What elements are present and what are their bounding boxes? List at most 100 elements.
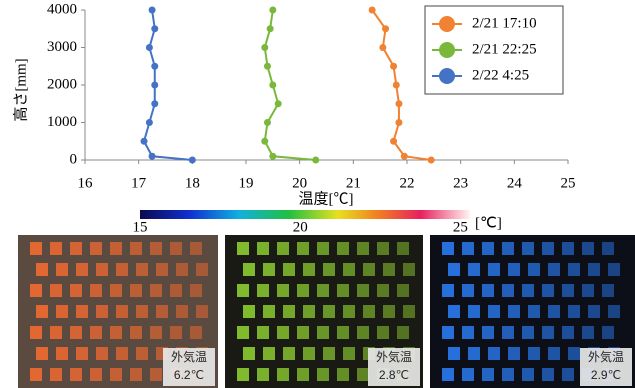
photo-panel: [56, 305, 68, 318]
photo-panel: [150, 284, 162, 297]
data-point: [312, 157, 319, 164]
photo-panel: [70, 326, 82, 339]
photo-panel: [528, 263, 540, 276]
legend-label: 2/21 17:10: [472, 15, 537, 31]
photo-panel: [397, 242, 409, 255]
photo-panel: [488, 347, 500, 360]
photo-panel: [582, 242, 594, 255]
photo-panel: [277, 284, 289, 297]
caption: 外気温: [588, 349, 624, 364]
data-point: [369, 7, 376, 14]
photo-panel: [50, 242, 62, 255]
photo-panel: [257, 242, 269, 255]
data-point: [151, 63, 158, 70]
photo-panel: [508, 305, 520, 318]
data-point: [141, 138, 148, 145]
photo-panel: [156, 305, 168, 318]
photo-panel: [482, 368, 494, 381]
photo-panel: [363, 305, 375, 318]
photo-panel: [403, 305, 415, 318]
photo-panel: [243, 347, 255, 360]
y-tick-label: 2000: [47, 76, 77, 92]
data-point: [395, 100, 402, 107]
x-axis-label: 温度[℃]: [299, 190, 354, 207]
photo-panel: [588, 305, 600, 318]
photo-panel: [263, 347, 275, 360]
colorbar-tick-label: 25: [453, 219, 468, 235]
photo-panel: [50, 326, 62, 339]
photo-panel: [36, 263, 48, 276]
photo-panel: [488, 263, 500, 276]
photo-panel: [488, 305, 500, 318]
photo-panel: [283, 263, 295, 276]
caption: 外気温: [171, 349, 207, 364]
photo-panel: [383, 305, 395, 318]
photo-panel: [323, 263, 335, 276]
photo-panel: [462, 368, 474, 381]
photo-panel: [337, 326, 349, 339]
photo-panel: [363, 263, 375, 276]
data-point: [382, 25, 389, 32]
data-point: [275, 100, 282, 107]
photo-panel: [343, 305, 355, 318]
data-point: [390, 138, 397, 145]
photo-panel: [150, 368, 162, 381]
x-tick-label: 22: [400, 175, 415, 191]
photo-panel: [297, 326, 309, 339]
data-point: [379, 44, 386, 51]
photo-panel: [397, 284, 409, 297]
photo-panel: [377, 284, 389, 297]
photo-panel: [263, 305, 275, 318]
photo-panel: [110, 284, 122, 297]
photo-panel: [56, 263, 68, 276]
photo-panel: [30, 368, 42, 381]
caption: 外気温: [376, 349, 412, 364]
photo-panel: [70, 284, 82, 297]
photo-panel: [323, 305, 335, 318]
photo-panel: [377, 242, 389, 255]
photo-panel: [462, 242, 474, 255]
photo-panel: [468, 263, 480, 276]
data-point: [264, 63, 271, 70]
colorbar: [140, 210, 470, 219]
photo-panel: [482, 284, 494, 297]
photo-panel: [482, 326, 494, 339]
photo-panel: [196, 305, 208, 318]
photo-panel: [36, 347, 48, 360]
x-tick-label: 23: [453, 175, 468, 191]
photo-panel: [110, 242, 122, 255]
legend-label: 2/21 22:25: [472, 41, 537, 57]
photo-panel: [508, 347, 520, 360]
data-point: [269, 7, 276, 14]
photo-panel: [196, 263, 208, 276]
photo-panel: [548, 347, 560, 360]
photo-panel: [468, 305, 480, 318]
photo-panel: [442, 284, 454, 297]
photo-panel: [110, 326, 122, 339]
colorbar-unit: [℃]: [475, 215, 502, 231]
data-point: [269, 82, 276, 89]
photo-panel: [502, 368, 514, 381]
photo-panel: [522, 368, 534, 381]
photo-panel: [237, 326, 249, 339]
photo-panel: [243, 263, 255, 276]
photo-panel: [337, 242, 349, 255]
photo-panel: [462, 284, 474, 297]
photo-panel: [50, 284, 62, 297]
photo-panel: [337, 284, 349, 297]
photo-panel: [357, 326, 369, 339]
photo-panel: [303, 305, 315, 318]
colorbar-tick-label: 15: [133, 219, 148, 235]
photo-panel: [562, 368, 574, 381]
photo-panel: [96, 347, 108, 360]
photo-panel: [90, 284, 102, 297]
photo-panel: [170, 284, 182, 297]
photo-panel: [568, 263, 580, 276]
photo-panel: [562, 326, 574, 339]
photo-panel: [528, 347, 540, 360]
photo-panel: [608, 263, 620, 276]
photo-panel: [357, 284, 369, 297]
photo-panel: [522, 284, 534, 297]
photo-panel: [482, 242, 494, 255]
